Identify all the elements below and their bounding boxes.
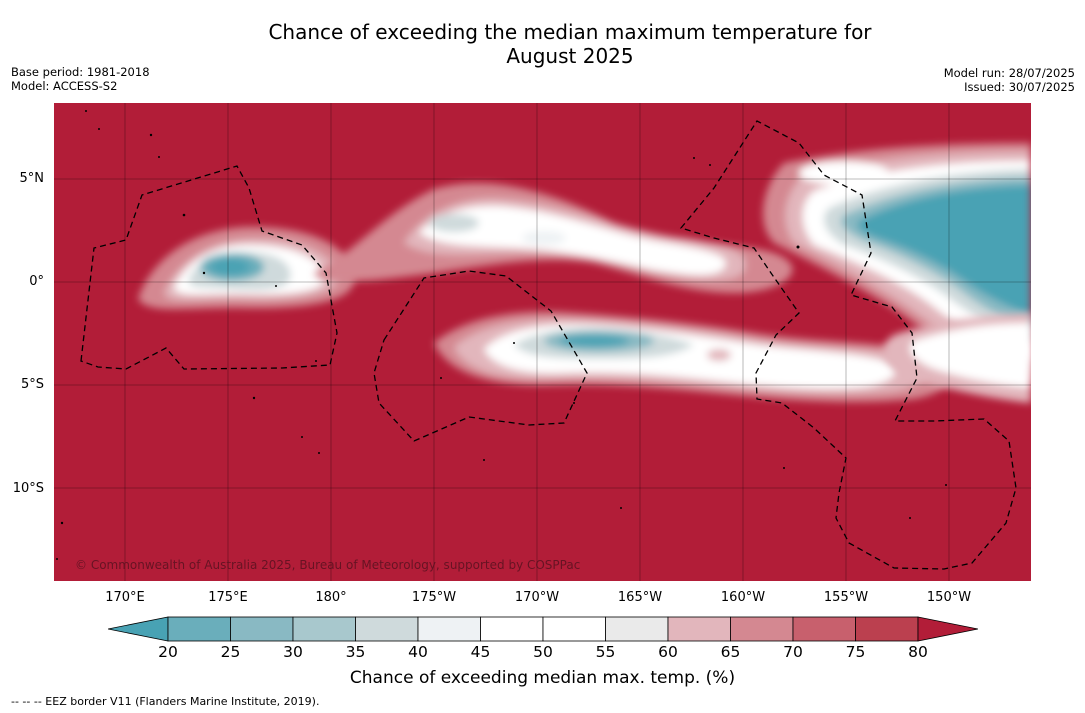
lon-label-170w: 170°W [514,590,560,605]
eez-tokelau [373,270,588,442]
colorbar-bin-20-25 [167,616,231,642]
lat-label-10s: 10°S [12,481,44,496]
colorbar-bins [167,616,919,642]
anomaly-band-northeast [763,143,1031,383]
graticule [54,103,1031,581]
colorbar-bin-55-60 [605,616,669,642]
map-title: Chance of exceeding the median maximum t… [0,20,1085,68]
lon-label-175e: 175°E [208,590,248,605]
colorbar-tick-20: 20 [158,643,178,661]
colorbar-tick-70: 70 [783,643,803,661]
colorbar-tick-25: 25 [220,643,241,661]
base-period-text: Base period: 1981-2018 [11,65,150,79]
lon-label-150w: 150°W [926,590,972,605]
eez-tuvalu-kiribati-west [80,165,338,370]
copyright-notice: © Commonwealth of Australia 2025, Bureau… [75,558,581,572]
lon-label-170e: 170°E [105,590,145,605]
colorbar-tick-65: 65 [720,643,741,661]
eez-border-legend: -- -- -- EEZ border V11 (Flanders Marine… [11,695,320,708]
anomaly-band-south [434,311,956,402]
colorbar-bin-30-35 [292,616,356,642]
colorbar-tick-75: 75 [845,643,866,661]
anomaly-band-north-central [314,183,793,293]
map-title-line-2: August 2025 [506,44,634,68]
colorbar-tick-35: 35 [345,643,366,661]
colorbar-tick-55: 55 [595,643,616,661]
colorbar-bin-70-75 [792,616,856,642]
colorbar-bin-25-30 [230,616,294,642]
colorbar-bin-75-80 [855,616,919,642]
metadata-right: Model run: 28/07/2025 Issued: 30/07/2025 [944,66,1075,94]
map-title-line-1: Chance of exceeding the median maximum t… [268,20,872,44]
colorbar-bin-35-40 [355,616,419,642]
colorbar-bin-60-65 [667,616,731,642]
metadata-left: Base period: 1981-2018 Model: ACCESS-S2 [11,65,150,93]
colorbar-bin-45-50 [480,616,544,642]
colorbar-tick-60: 60 [658,643,678,661]
colorbar-tick-50: 50 [533,643,553,661]
colorbar-bin-50-55 [542,616,606,642]
lon-label-180: 180° [315,590,347,605]
anomaly-band-west [138,226,355,310]
lat-label-5s: 5°S [20,377,44,392]
colorbar-above-arrow [917,616,978,642]
lon-label-155w: 155°W [823,590,869,605]
colorbar-bin-40-45 [417,616,481,642]
colorbar-below-arrow [108,616,169,642]
lon-label-165w: 165°W [617,590,663,605]
lon-label-160w: 160°W [720,590,766,605]
lat-label-equator: 0° [29,274,44,289]
issued-text: Issued: 30/07/2025 [964,80,1075,94]
colorbar-tick-30: 30 [283,643,303,661]
eez-borders [80,120,1017,570]
model-text: Model: ACCESS-S2 [11,79,118,93]
colorbar-tick-80: 80 [908,643,928,661]
lat-label-5n: 5°N [19,171,45,186]
colorbar-tick-45: 45 [470,643,491,661]
anomaly-band-southeast [883,313,1031,403]
probability-map [54,103,1031,581]
eez-kiribati-line-islands-cook [679,120,1017,570]
island-dots [56,110,947,560]
model-run-text: Model run: 28/07/2025 [943,66,1075,80]
colorbar-label: Chance of exceeding median max. temp. (%… [349,668,736,688]
colorbar [108,616,978,642]
colorbar-bin-65-70 [730,616,794,642]
colorbar-tick-40: 40 [408,643,428,661]
lon-label-175w: 175°W [411,590,457,605]
